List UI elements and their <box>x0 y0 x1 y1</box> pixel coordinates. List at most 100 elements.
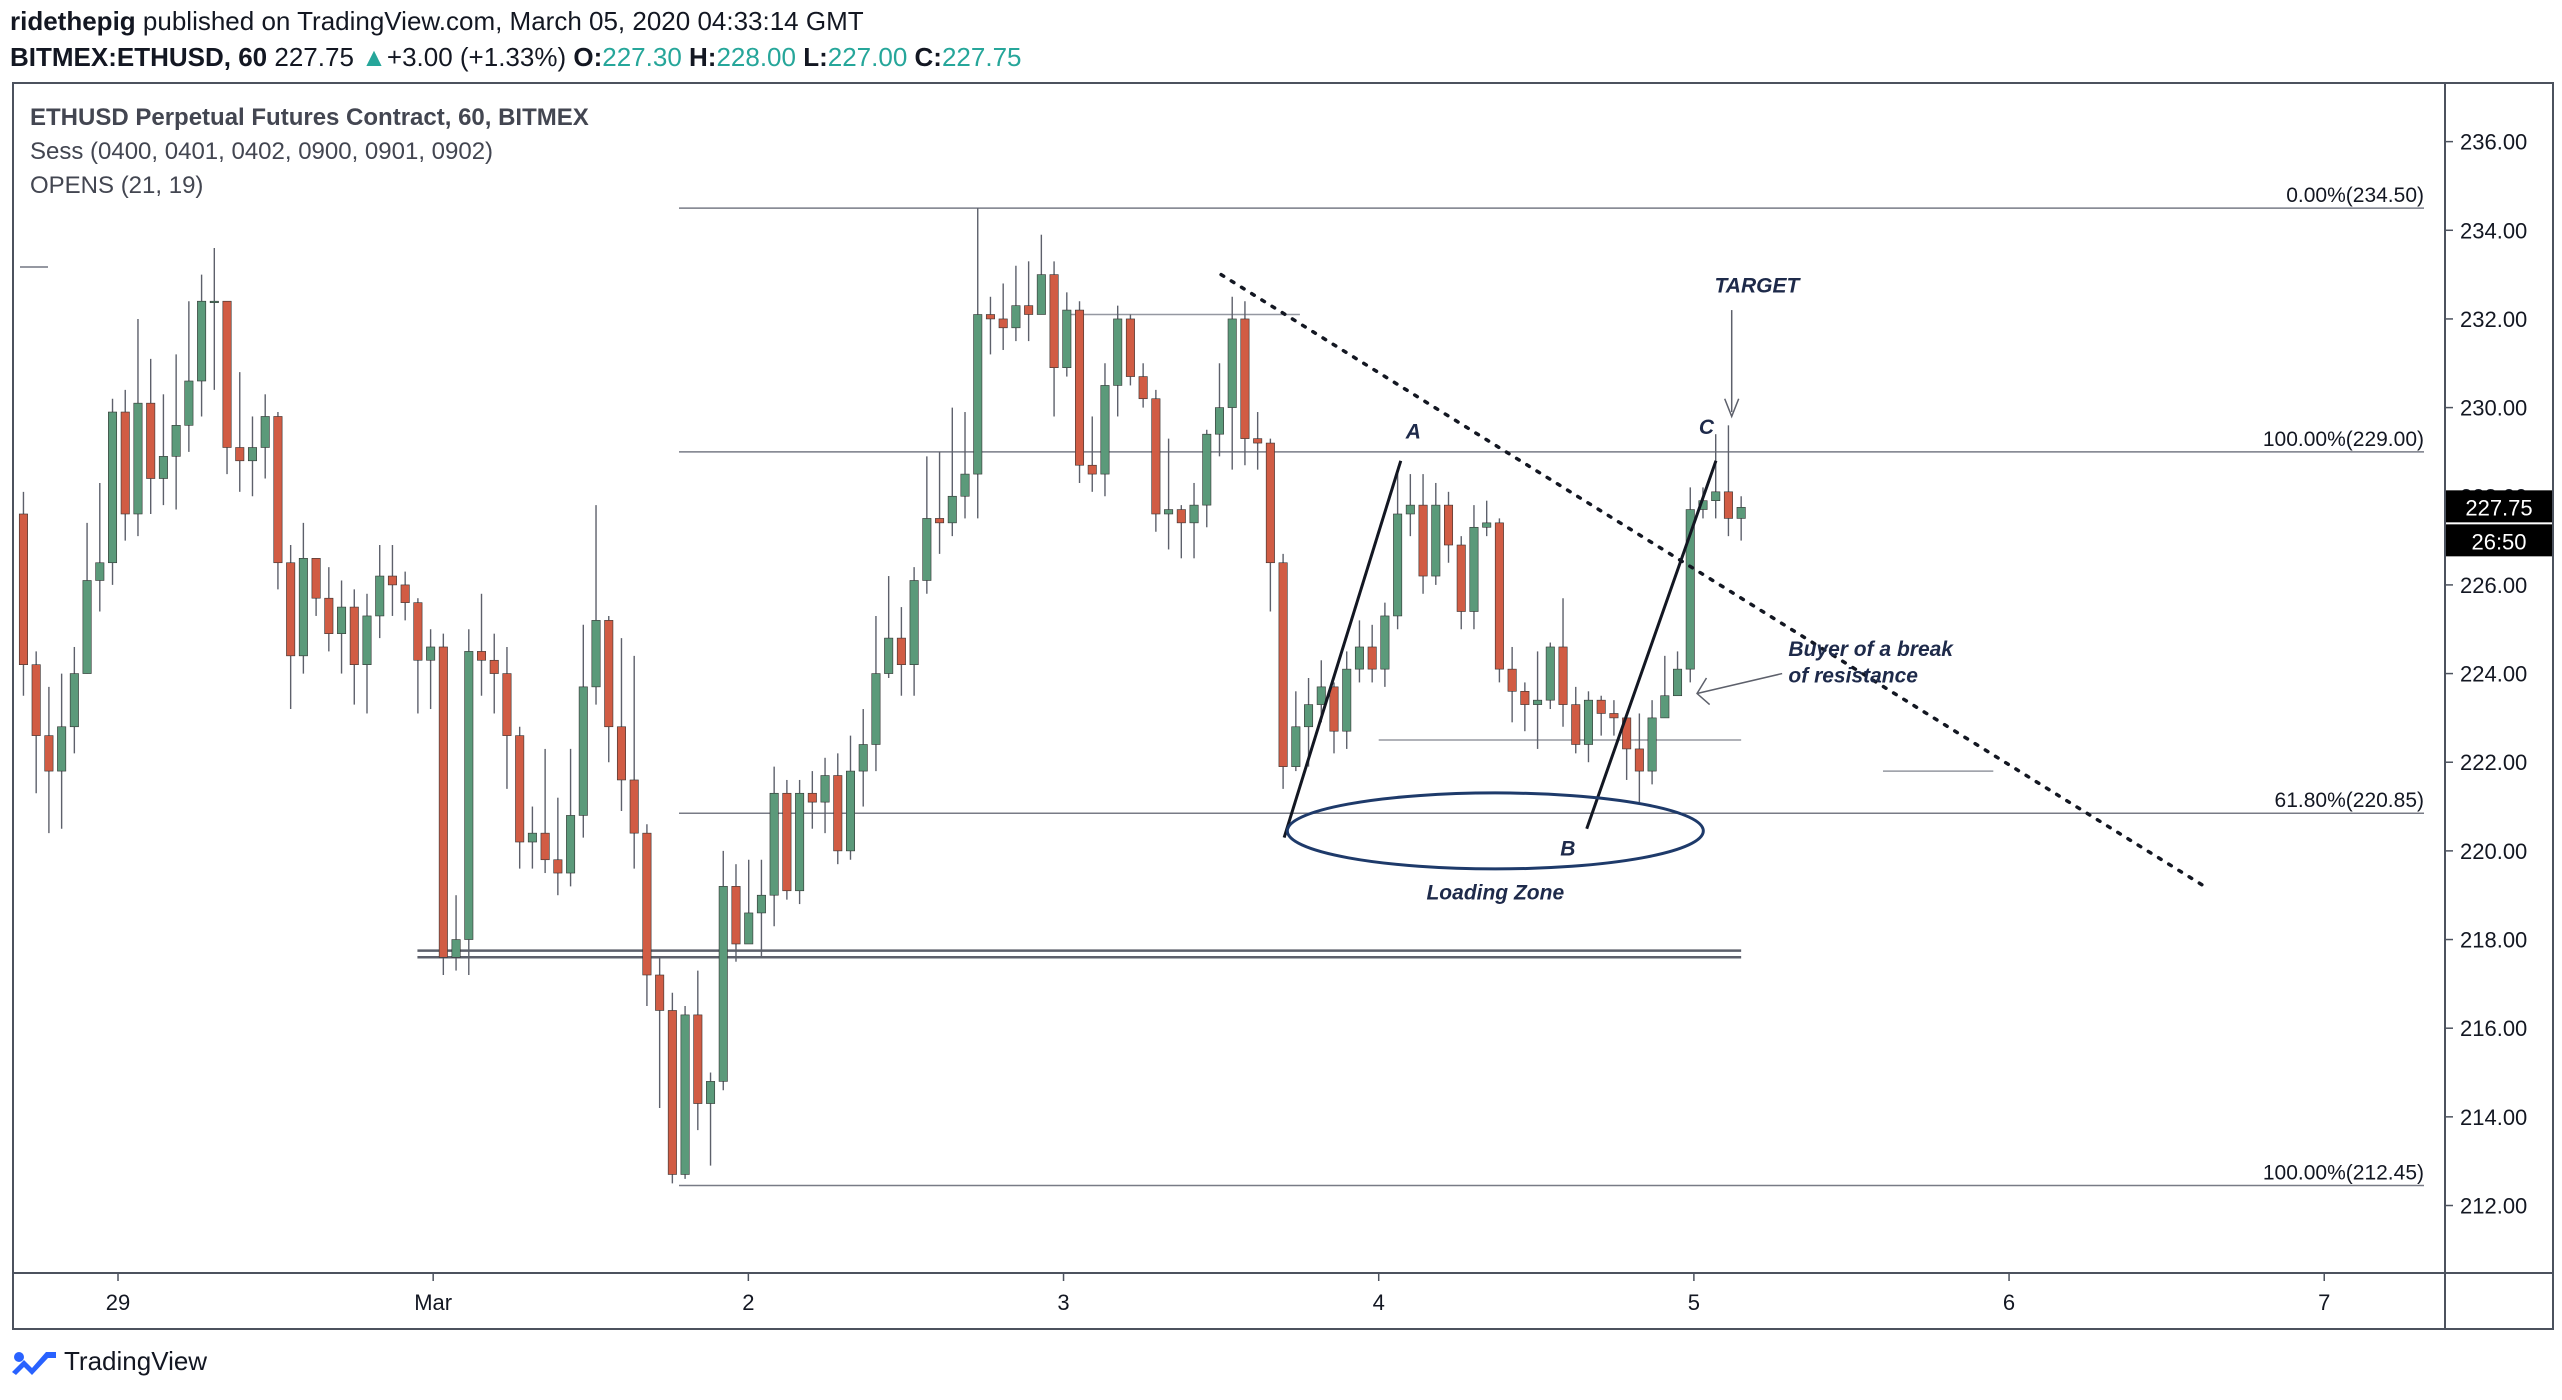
candle-up <box>1711 491 1721 501</box>
target-label: TARGET <box>1715 274 1802 297</box>
candle-down <box>1329 686 1339 732</box>
price-tick-label: 230.00 <box>2460 396 2527 421</box>
fib-level-label: 100.00%(229.00) <box>2263 428 2424 451</box>
candle-down <box>935 518 945 524</box>
candle-up <box>1647 717 1657 772</box>
candle-up <box>922 518 932 581</box>
candle-up <box>184 380 194 426</box>
candle-up <box>464 651 474 940</box>
candle-up <box>1227 318 1237 408</box>
price-change: +3.00 (+1.33%) <box>386 42 567 72</box>
candle-up <box>1291 726 1301 767</box>
candle-up <box>337 606 347 634</box>
candle-up <box>260 416 270 448</box>
time-tick-label: Mar <box>414 1290 452 1315</box>
candle-down <box>1151 398 1161 515</box>
time-tick-label: 4 <box>1373 1290 1385 1315</box>
symbol-name[interactable]: BITMEX:ETHUSD, 60 <box>10 42 268 72</box>
author-name[interactable]: ridethepig <box>10 6 136 36</box>
candle-up <box>591 620 601 688</box>
time-tick-label: 29 <box>106 1290 130 1315</box>
price-tick-label: 234.00 <box>2460 218 2527 243</box>
open-label: O: <box>573 42 603 72</box>
downtrend-line <box>1219 272 2207 889</box>
candle-down <box>629 779 639 834</box>
countdown-badge-label: 26:50 <box>2471 529 2526 554</box>
candle-up <box>884 637 894 674</box>
candle-down <box>1265 442 1275 564</box>
candle-up <box>298 558 308 657</box>
candle-down <box>1609 713 1619 719</box>
candle-down <box>553 859 563 874</box>
candle-up <box>1583 699 1593 745</box>
legend-opens[interactable]: OPENS (21, 19) <box>30 172 204 199</box>
abc-leg-line <box>1585 460 1718 830</box>
point-b-label: B <box>1560 837 1575 860</box>
candle-down <box>120 411 130 515</box>
candle-up <box>1164 509 1174 515</box>
candle-down <box>1367 646 1377 670</box>
candle-up <box>744 912 754 945</box>
candle-down <box>273 416 283 564</box>
time-tick-label: 6 <box>2003 1290 2015 1315</box>
candle-down <box>324 597 334 634</box>
candle-up <box>1482 522 1492 528</box>
candle-up <box>69 673 79 728</box>
candle-down <box>311 558 321 599</box>
buyer-break-label-1: Buyer of a break <box>1788 638 1954 661</box>
publisher-line: ridethepig published on TradingView.com,… <box>10 6 864 37</box>
price-tick-label: 222.00 <box>2460 750 2527 775</box>
candle-up <box>820 775 830 803</box>
candle-down <box>1723 491 1733 519</box>
footer-brand[interactable]: TradingView <box>10 1346 207 1377</box>
candle-up <box>1342 668 1352 732</box>
candle-down <box>44 735 54 772</box>
high-value: 228.00 <box>716 42 796 72</box>
candle-up <box>1431 504 1441 577</box>
candle-up <box>795 792 805 892</box>
legend-sessions[interactable]: Sess (0400, 0401, 0402, 0900, 0901, 0902… <box>30 138 494 165</box>
candle-down <box>1494 522 1504 670</box>
candle-down <box>1087 464 1097 475</box>
time-tick-label: 3 <box>1057 1290 1069 1315</box>
candle-down <box>667 1010 677 1175</box>
candle-up <box>973 314 983 475</box>
candle-down <box>1634 748 1644 772</box>
candle-up <box>57 726 67 772</box>
price-tick-label: 214.00 <box>2460 1105 2527 1130</box>
candle-up <box>158 456 168 479</box>
candle-down <box>693 1014 703 1104</box>
countdown-badge <box>2446 524 2552 557</box>
candle-down <box>349 606 359 666</box>
candle-down <box>1571 704 1581 745</box>
last-price: 227.75 <box>274 42 354 72</box>
legend-title[interactable]: ETHUSD Perpetual Futures Contract, 60, B… <box>30 104 589 131</box>
candle-up <box>1405 504 1415 515</box>
candle-down <box>616 726 626 781</box>
candle-down <box>18 513 28 666</box>
candle-down <box>1520 690 1530 705</box>
candle-down <box>235 447 245 462</box>
candle-down <box>1253 438 1263 444</box>
candle-up <box>909 580 919 666</box>
candle-up <box>108 411 118 564</box>
loading-zone-ellipse <box>1285 791 1705 871</box>
candle-up <box>1214 407 1224 435</box>
candle-up <box>1100 385 1110 475</box>
candle-down <box>655 974 665 1011</box>
candle-up <box>680 1014 690 1175</box>
last-price-badge-label: 227.75 <box>2465 495 2532 520</box>
candle-down <box>604 620 614 728</box>
candle-up <box>451 939 461 958</box>
candle-down <box>782 792 792 892</box>
candle-down <box>1444 504 1454 546</box>
candle-up <box>1036 274 1046 315</box>
price-chart[interactable]: 0.00%(234.50) 100.00%(229.00) 61.80%(220.8… <box>0 0 2562 1340</box>
point-c-label: C <box>1699 416 1715 439</box>
candle-up <box>527 832 537 843</box>
candle-down <box>1456 544 1466 612</box>
candle-down <box>413 602 423 661</box>
price-tick-label: 220.00 <box>2460 839 2527 864</box>
candle-up <box>960 473 970 497</box>
time-tick-label: 5 <box>1688 1290 1700 1315</box>
